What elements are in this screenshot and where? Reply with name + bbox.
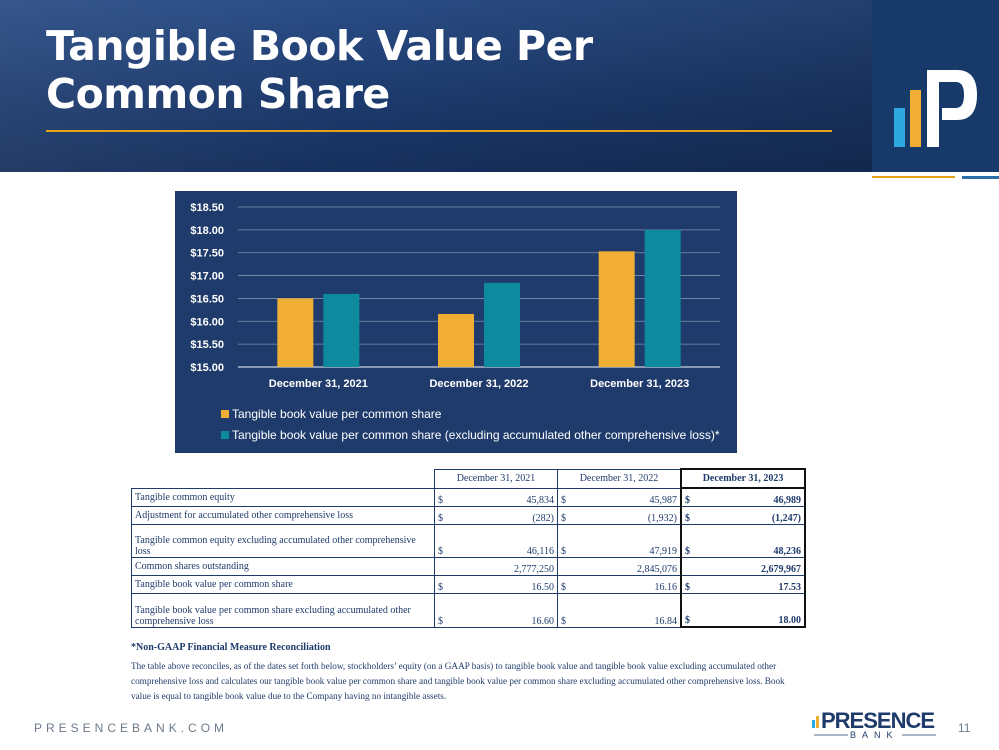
y-tick-label: $17.50 [190,248,224,260]
currency-symbol: $ [438,495,443,506]
y-tick-label: $17.00 [190,271,224,283]
cell-value: 46,116 [526,546,554,557]
cell-value: 17.53 [778,582,802,593]
slide-title: Tangible Book Value Per Common Share [46,22,593,118]
cell-value: 48,236 [773,546,802,557]
table-row: Tangible common equity excluding accumul… [131,524,806,558]
currency-symbol: $ [561,615,566,627]
legend-swatch [221,430,229,439]
cell-value: 16.50 [531,582,555,593]
header-shade [0,0,872,172]
footer-brand-logo: PRESENCE BANK [810,706,940,747]
currency-symbol: $ [438,546,443,557]
bar [323,293,360,367]
currency-symbol: $ [561,513,566,524]
presence-logo-mark [872,0,999,172]
cell-value: 2,679,967 [761,564,801,575]
note-title: *Non-GAAP Financial Measure Reconciliati… [131,642,331,653]
reconciliation-table: December 31, 2021 December 31, 2022 Dece… [131,468,806,628]
cell-value: 16.60 [531,615,555,627]
column-header: December 31, 2021 [434,468,558,489]
cell-value: (282) [532,513,554,524]
table-row: Tangible common equity $45,834 $45,987 $… [131,487,806,507]
cell-value: 16.16 [654,582,678,593]
bar [484,282,520,367]
bar [438,313,474,367]
cell-value: 2,845,076 [637,564,677,575]
table-row: Common shares outstanding 2,777,250 2,84… [131,557,806,576]
table-row: Adjustment for accumulated other compreh… [131,506,806,525]
bank-logo-icon [894,70,977,147]
x-category-label: December 31, 2021 [269,378,368,390]
y-tick-label: $15.50 [190,339,224,351]
brand-logo-sub: BANK [850,730,899,740]
bar-chart: $15.00 $15.50 $16.00 $16.50 $17.00 $17.50 $18.… [190,202,720,390]
x-category-label: December 31, 2022 [429,378,528,390]
cell-value: 2,777,250 [514,564,554,575]
currency-symbol: $ [685,513,690,524]
currency-symbol: $ [685,495,690,506]
currency-symbol: $ [438,513,443,524]
row-label: Common shares outstanding [131,557,435,576]
row-label: Tangible book value per common share [131,575,435,594]
table-row: Tangible book value per common share exc… [131,593,806,628]
row-label: Tangible book value per common share exc… [131,593,435,628]
brand-logo-text: PRESENCE [821,708,934,733]
cell-value: 18.00 [778,615,802,626]
cell-value: 47,919 [649,546,678,557]
currency-symbol: $ [685,582,690,593]
currency-symbol: $ [561,546,566,557]
tbv-chart: $15.00 $15.50 $16.00 $16.50 $17.00 $17.50 $18.… [175,191,737,453]
legend-label: Tangible book value per common share (ex… [232,427,720,442]
y-tick-label: $18.00 [190,225,224,237]
page-number: 11 [958,721,971,735]
cell-value: 16.84 [654,615,678,627]
column-header: December 31, 2022 [557,468,682,489]
logo-accent-line [872,176,955,178]
footer-url: PRESENCEBANK.COM [34,721,229,735]
cell-value: (1,247) [771,513,801,524]
logo-accent-line [962,176,999,179]
currency-symbol: $ [685,615,690,626]
cell-value: 45,987 [649,495,678,506]
cell-value: 46,989 [773,495,802,506]
slide-header [0,0,872,172]
legend-swatch [221,409,229,418]
y-tick-label: $16.50 [190,293,224,305]
presence-bank-logo-icon: PRESENCE BANK [812,708,936,740]
table-header-row: December 31, 2021 December 31, 2022 Dece… [132,468,806,489]
row-label: Adjustment for accumulated other compreh… [131,506,435,525]
x-category-label: December 31, 2023 [590,378,689,390]
table-row: Tangible book value per common share $16… [131,575,806,594]
legend-item: Tangible book value per common share (ex… [221,424,720,445]
legend-item: Tangible book value per common share [221,403,720,424]
note-text: The table above reconciles, as of the da… [131,661,785,701]
currency-symbol: $ [561,582,566,593]
title-underline [46,130,832,132]
y-tick-label: $18.50 [190,202,224,214]
chart-legend: Tangible book value per common share Tan… [221,403,720,445]
currency-symbol: $ [685,546,690,557]
title-line-2: Common Share [46,70,390,118]
row-label: Tangible common equity [131,487,435,507]
y-tick-label: $16.00 [190,316,224,328]
bar [277,298,314,367]
cell-value: (1,932) [647,513,677,524]
currency-symbol: $ [438,615,443,627]
row-label: Tangible common equity excluding accumul… [131,524,435,558]
currency-symbol: $ [561,495,566,506]
y-tick-label: $15.00 [190,362,224,374]
cell-value: 45,834 [526,495,555,506]
bar [598,251,635,367]
bar [644,229,681,367]
column-header: December 31, 2023 [680,468,806,489]
title-line-1: Tangible Book Value Per [46,22,593,70]
legend-label: Tangible book value per common share [232,406,442,421]
currency-symbol: $ [438,582,443,593]
